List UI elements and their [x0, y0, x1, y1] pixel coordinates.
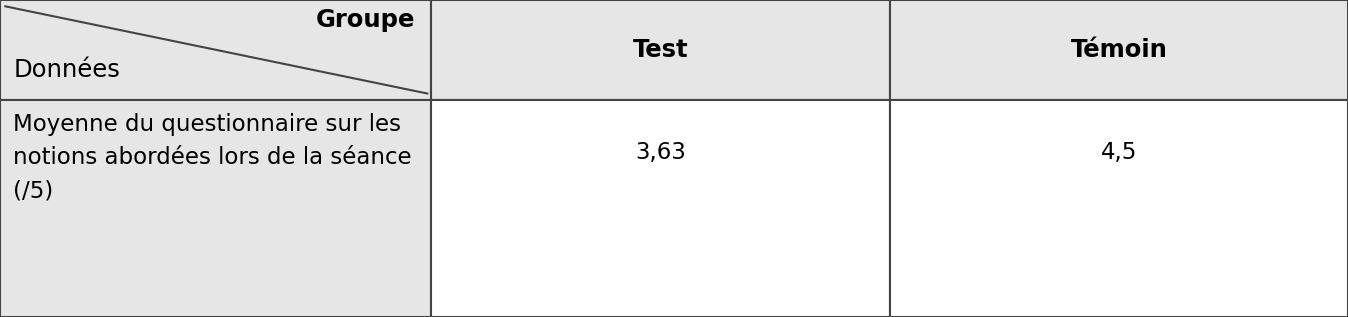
- Text: Témoin: Témoin: [1070, 38, 1167, 62]
- Text: notions abordées lors de la séance: notions abordées lors de la séance: [13, 146, 412, 169]
- Text: Groupe: Groupe: [315, 8, 415, 32]
- Text: 4,5: 4,5: [1101, 141, 1136, 164]
- FancyBboxPatch shape: [431, 0, 890, 100]
- FancyBboxPatch shape: [890, 100, 1348, 317]
- FancyBboxPatch shape: [0, 0, 431, 100]
- Text: Moyenne du questionnaire sur les: Moyenne du questionnaire sur les: [13, 113, 402, 136]
- Text: 3,63: 3,63: [635, 141, 686, 164]
- FancyBboxPatch shape: [890, 0, 1348, 100]
- Text: (/5): (/5): [13, 179, 54, 202]
- FancyBboxPatch shape: [431, 100, 890, 317]
- Text: Données: Données: [13, 58, 120, 82]
- FancyBboxPatch shape: [0, 100, 431, 317]
- Text: Test: Test: [632, 38, 689, 62]
